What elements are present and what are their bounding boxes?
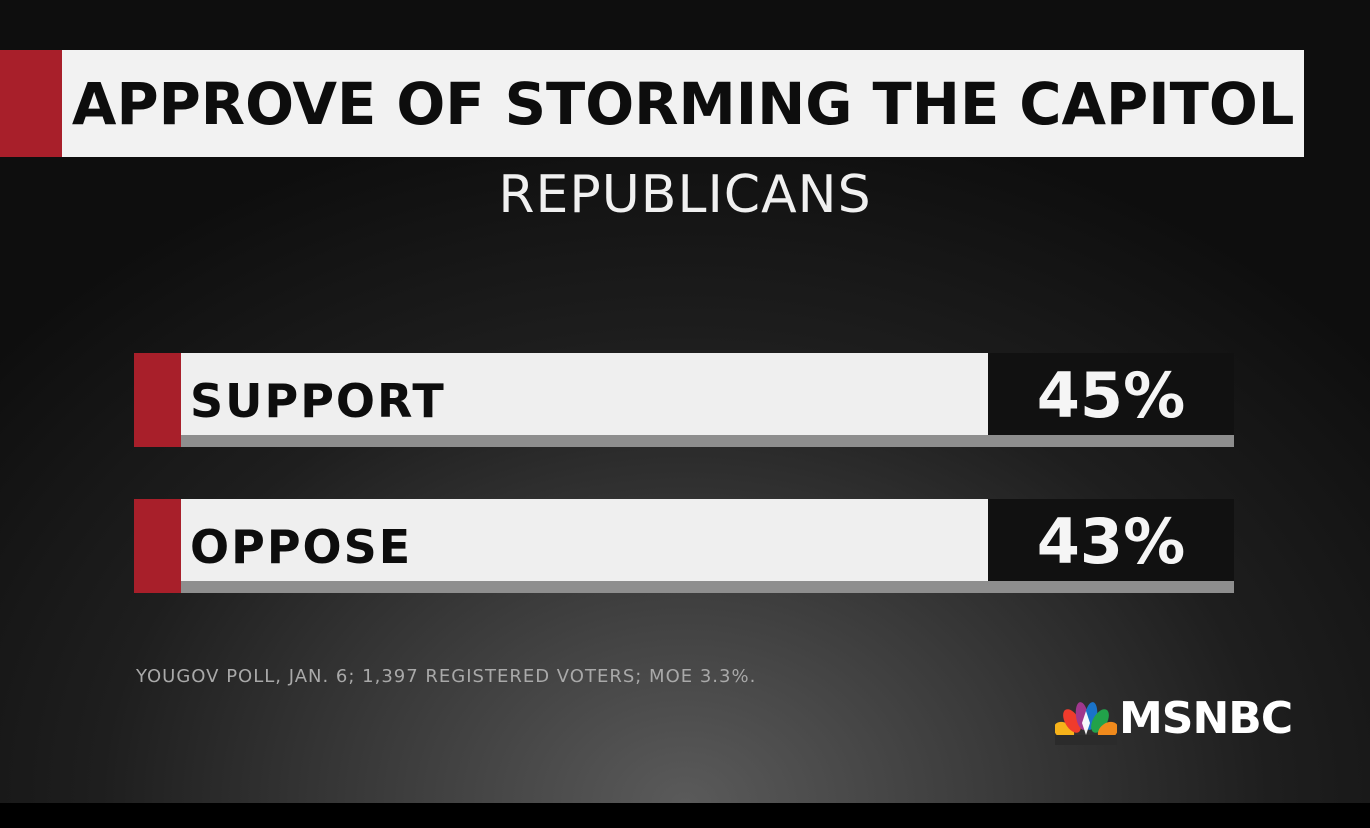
row-accent-bar — [134, 499, 181, 593]
category-label: SUPPORT — [190, 374, 446, 428]
title-banner: APPROVE OF STORMING THE CAPITOL — [62, 50, 1304, 157]
bar — [181, 353, 988, 435]
bar-row: SUPPORT 45% — [134, 353, 1234, 447]
data-label: 43% — [1036, 505, 1186, 578]
value-box — [988, 499, 1234, 581]
letterbox-bottom — [0, 803, 1370, 828]
bar-row: OPPOSE 43% — [134, 499, 1234, 593]
nbc-peacock-icon — [1055, 702, 1117, 745]
graphic-stage: APPROVE OF STORMING THE CAPITOL REPUBLIC… — [0, 0, 1370, 803]
msnbc-logo: MSNBC — [1055, 693, 1315, 747]
chart-subtitle: REPUBLICANS — [498, 165, 872, 225]
chart-title: APPROVE OF STORMING THE CAPITOL — [71, 69, 1295, 138]
value-box — [988, 353, 1234, 435]
bar — [181, 499, 988, 581]
bar-shadow — [181, 435, 1234, 447]
source-note: YOUGOV POLL, JAN. 6; 1,397 REGISTERED VO… — [136, 666, 757, 687]
row-accent-bar — [134, 353, 181, 447]
logo-text: MSNBC — [1119, 693, 1293, 744]
title-accent-bar — [0, 50, 62, 157]
category-label: OPPOSE — [190, 520, 413, 574]
bar-shadow — [181, 581, 1234, 593]
data-label: 45% — [1036, 359, 1186, 432]
